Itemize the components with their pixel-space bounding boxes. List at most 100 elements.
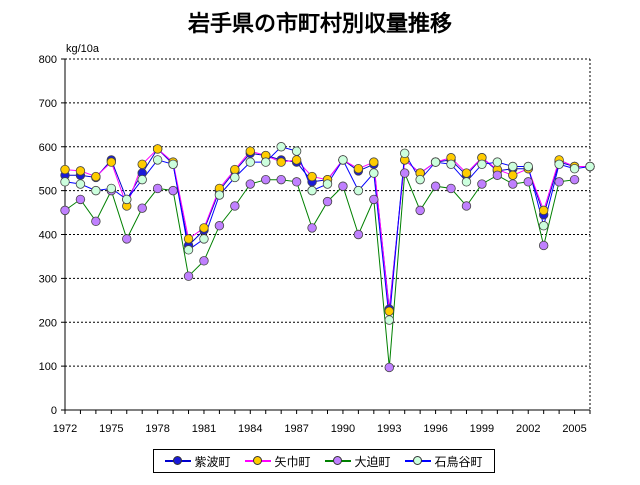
legend-key-2 — [325, 455, 352, 467]
series-1-point-1977 — [137, 159, 147, 170]
legend-key-0 — [165, 455, 192, 467]
series-3-point-1980 — [183, 245, 194, 255]
series-1-point-1978 — [152, 144, 163, 154]
series-2-point-2000 — [492, 170, 503, 180]
chart-title: 岩手県の市町村別収量推移 — [187, 12, 452, 37]
series-2-point-1987 — [291, 177, 302, 187]
series-2-point-2005 — [569, 174, 580, 185]
series-3-point-1988 — [307, 185, 317, 196]
series-2-point-1988 — [307, 223, 317, 233]
series-2-point-1972 — [60, 205, 70, 216]
y-tick-label-400: 400 — [39, 230, 57, 242]
x-tick-label-2002: 2002 — [516, 423, 540, 435]
x-tick-label-1999: 1999 — [470, 423, 494, 435]
series-1-point-1988 — [307, 171, 317, 182]
series-3-point-1999 — [477, 159, 487, 170]
series-2-point-1979 — [168, 185, 178, 196]
series-2-point-1994 — [400, 168, 410, 178]
series-1-point-1974 — [91, 171, 101, 182]
series-2-point-1986 — [276, 174, 286, 185]
series-3-point-2006 — [585, 161, 595, 172]
series-2-point-1997 — [446, 183, 456, 194]
series-3-point-2002 — [523, 161, 533, 172]
series-3-point-1975 — [106, 183, 117, 194]
y-tick-label-200: 200 — [39, 317, 57, 329]
y-tick-label-700: 700 — [39, 98, 57, 110]
legend-key-1 — [245, 455, 272, 467]
series-2-point-1991 — [353, 229, 364, 240]
series-1-point-1975 — [106, 157, 117, 167]
axes: 0 100 200 300 400 500 600 700 800 1972 1975 1978 198… — [39, 54, 591, 435]
legend-label-1: 矢巾町 — [274, 454, 311, 469]
series-2-point-1993 — [384, 362, 394, 373]
series-2-point-1983 — [230, 201, 240, 211]
gridlines — [65, 58, 591, 410]
series-2-point-2004 — [554, 177, 564, 187]
x-tick-label-2005: 2005 — [562, 423, 586, 435]
series-2-point-1978 — [152, 183, 163, 194]
series-3-point-1998 — [461, 177, 472, 187]
series-1-point-1984 — [245, 146, 255, 156]
y-tick-label-800: 800 — [39, 54, 57, 66]
series-2-point-2002 — [523, 177, 533, 187]
series-1-point-1986 — [276, 157, 286, 167]
series-2-point-1977 — [137, 203, 147, 213]
series-2-point-1989 — [322, 196, 333, 207]
x-tick-label-1993: 1993 — [377, 423, 401, 435]
series-markers — [60, 142, 595, 373]
series-1-point-1991 — [353, 163, 364, 174]
series-2-point-1996 — [430, 181, 441, 191]
y-tick-label-500: 500 — [39, 186, 57, 198]
series-3-point-1997 — [446, 159, 456, 170]
legend-label-2: 大迫町 — [354, 454, 391, 469]
series-line-2 — [64, 172, 575, 368]
series-1-point-1987 — [291, 155, 302, 165]
y-tick-label-300: 300 — [39, 273, 57, 285]
series-1-point-2003 — [538, 205, 549, 216]
series-3-point-2001 — [508, 161, 518, 172]
legend-label-3: 石鳥谷町 — [434, 454, 483, 469]
series-3-point-1990 — [338, 155, 348, 165]
series-2-point-1981 — [199, 256, 209, 266]
series-3-point-1978 — [152, 155, 163, 165]
series-3-point-1993 — [384, 315, 394, 325]
series-2-point-1998 — [461, 201, 472, 211]
series-3-point-1991 — [353, 185, 364, 196]
series-2-point-1980 — [183, 271, 194, 281]
series-1-point-1992 — [369, 157, 379, 167]
series-3-point-1982 — [214, 190, 225, 200]
series-2-point-1984 — [245, 179, 255, 189]
x-tick-label-1972: 1972 — [53, 423, 77, 435]
series-3-point-2003 — [538, 221, 549, 231]
series-3-point-1972 — [60, 177, 70, 187]
series-3-point-1981 — [199, 234, 209, 244]
y-tick-label-100: 100 — [39, 361, 57, 373]
series-2-point-1990 — [338, 181, 348, 191]
series-3-point-1995 — [415, 174, 425, 185]
series-3-point-1996 — [430, 157, 441, 167]
legend-label-0: 紫波町 — [194, 454, 231, 469]
legend-item-1: 矢巾町 — [245, 453, 311, 470]
series-1-point-1973 — [75, 166, 86, 176]
x-tick-label-1978: 1978 — [145, 423, 169, 435]
x-tick-label-1975: 1975 — [99, 423, 123, 435]
x-tick-label-1990: 1990 — [331, 423, 355, 435]
series-1-point-1993 — [384, 306, 394, 316]
series-3-point-2005 — [569, 163, 580, 174]
series-2-point-1985 — [261, 174, 271, 185]
series-2-point-1976 — [122, 234, 132, 244]
series-3-point-1987 — [291, 146, 302, 156]
series-3-point-1977 — [137, 174, 147, 185]
series-3-point-1985 — [261, 157, 271, 167]
series-2-point-1973 — [75, 194, 86, 205]
series-1-point-2001 — [508, 170, 518, 180]
y-axis-unit-label: kg/10a — [66, 43, 100, 55]
legend-item-2: 大迫町 — [325, 453, 391, 470]
series-3-point-1983 — [230, 172, 240, 183]
series-3-point-1992 — [369, 168, 379, 178]
series-1-point-1981 — [199, 223, 209, 233]
series-2-point-1982 — [214, 221, 225, 231]
series-3-point-2000 — [492, 157, 503, 167]
legend: 紫波町 矢巾町 大迫町 石鳥谷町 — [153, 449, 495, 473]
